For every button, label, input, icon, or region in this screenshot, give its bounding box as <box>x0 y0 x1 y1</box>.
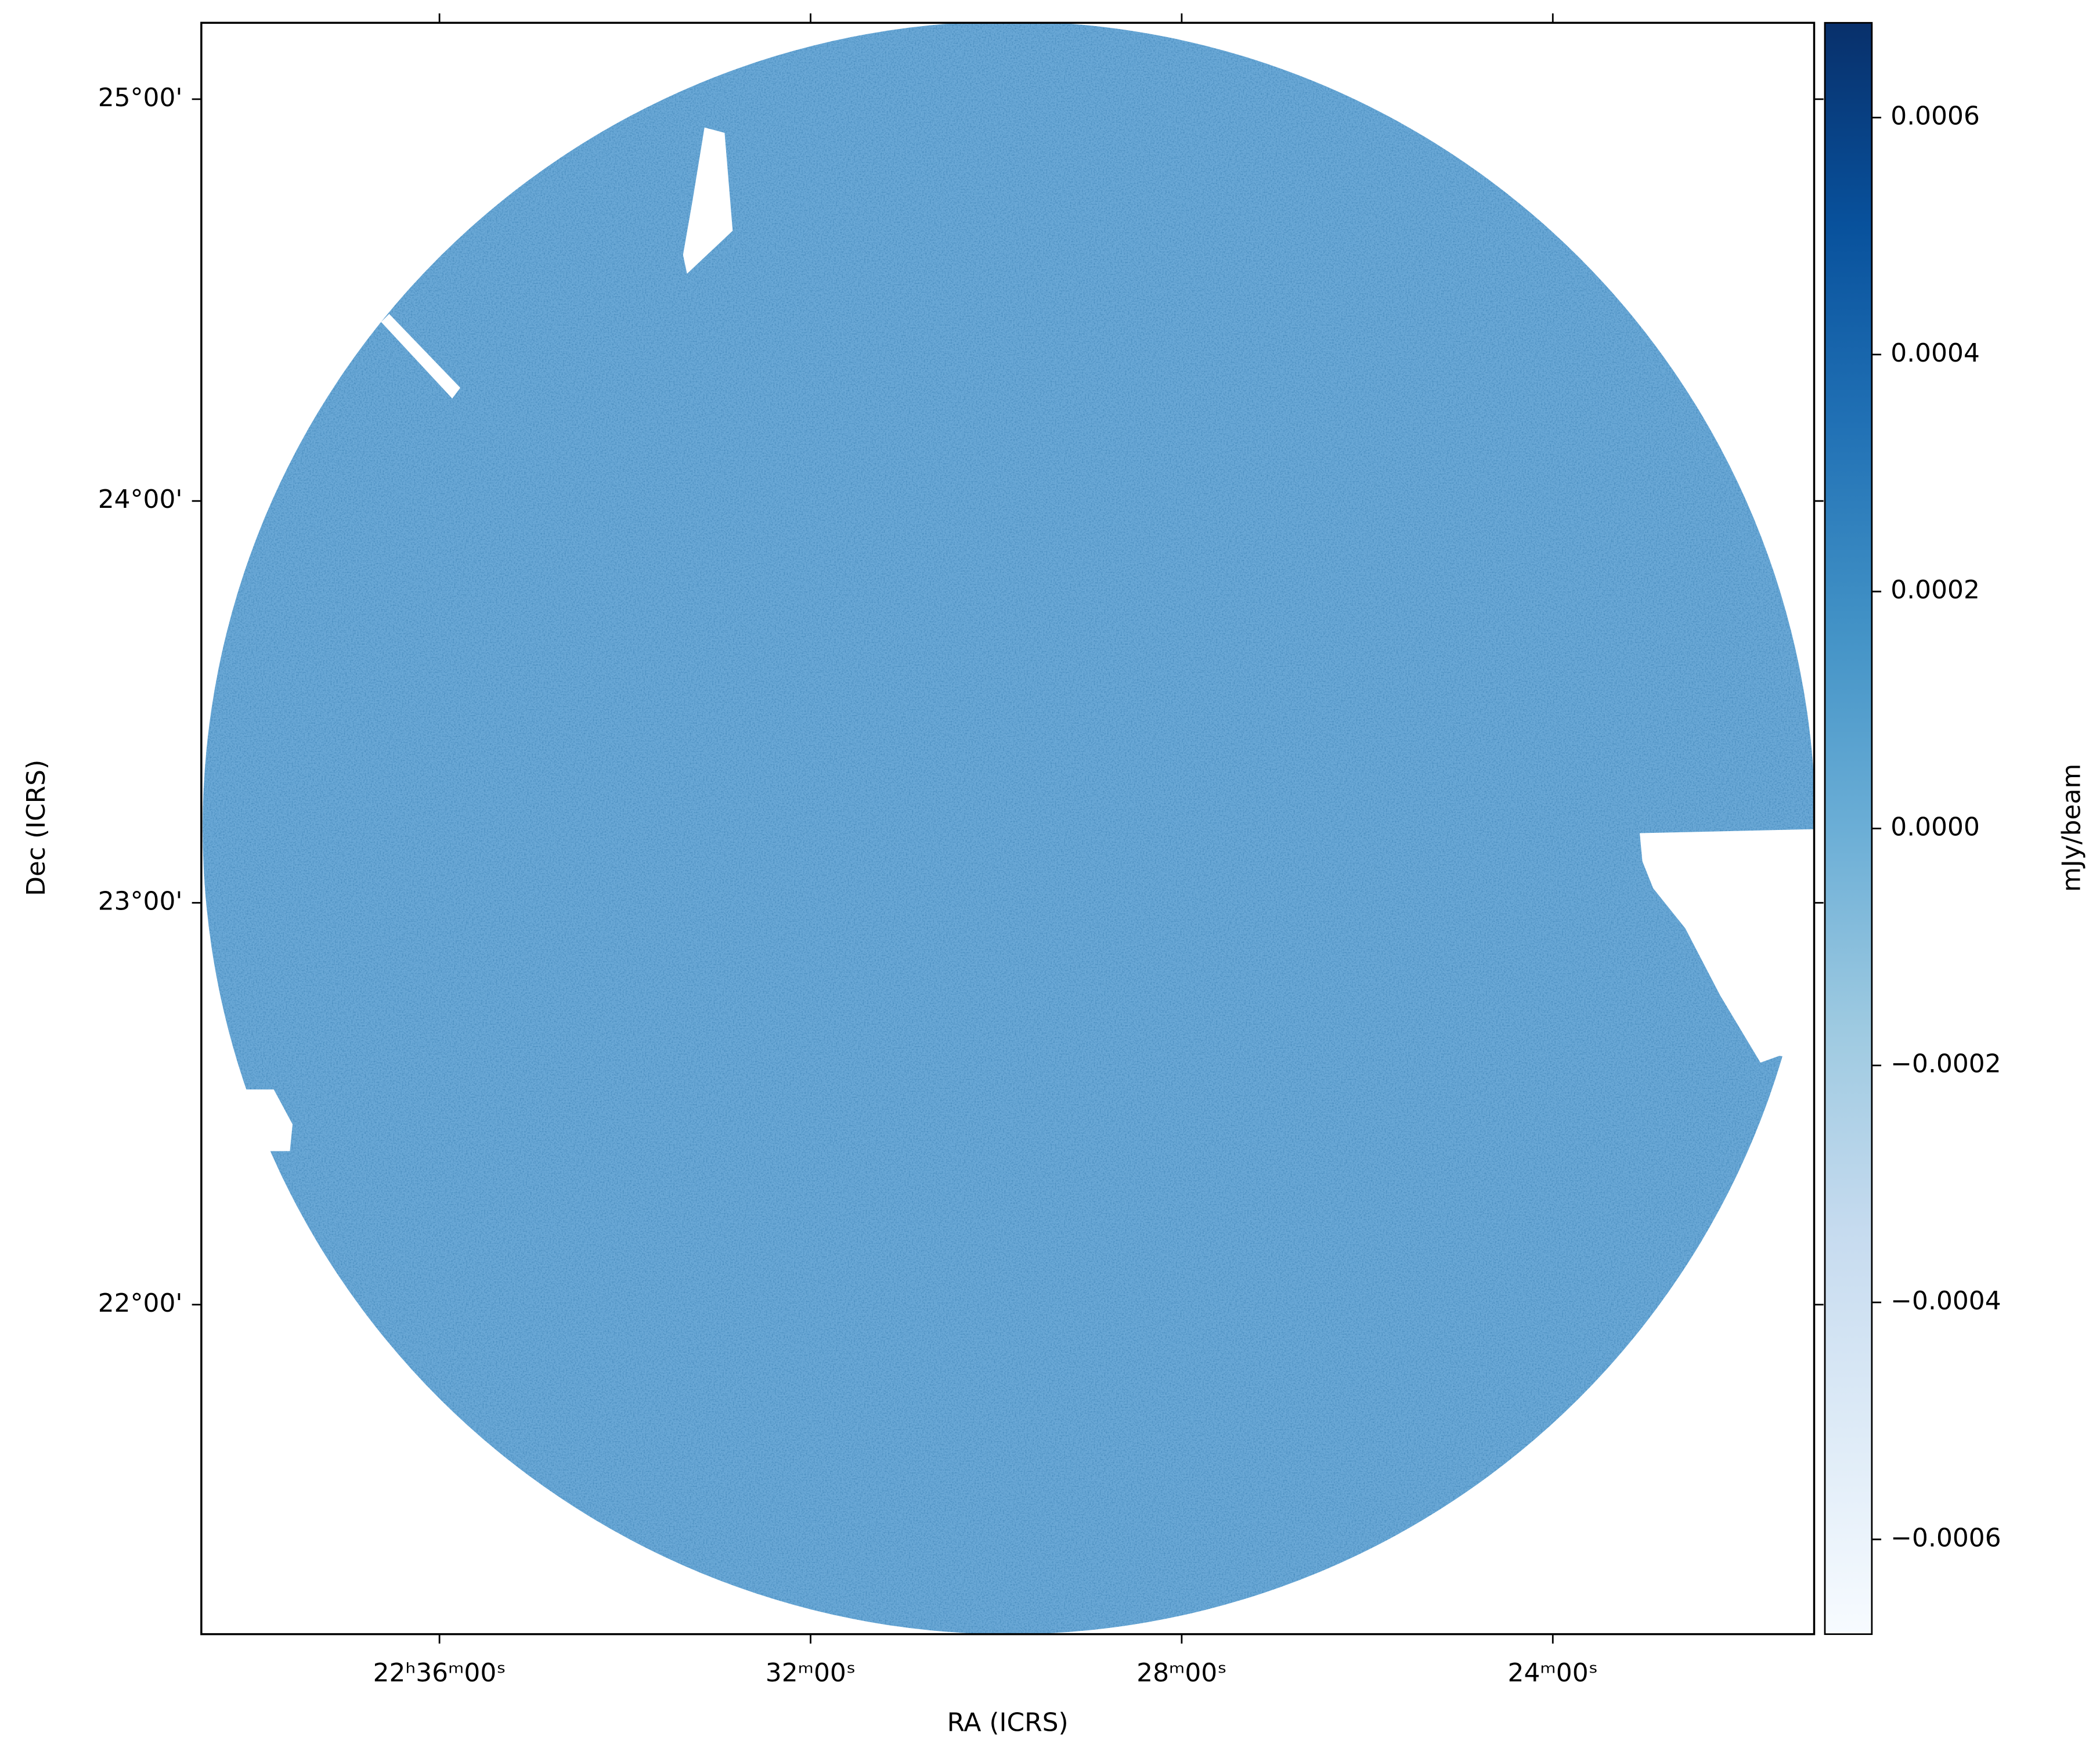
mask <box>1639 829 1814 1063</box>
colorbar-tick-label: 0.0006 <box>1890 102 1980 131</box>
colorbar-tick-label: 0.0002 <box>1890 575 1980 605</box>
colorbar-tick-label: −0.0002 <box>1890 1049 2001 1079</box>
y-tick-label: 24°00' <box>98 485 183 514</box>
colorbar-label: mJy/beam <box>2057 764 2087 892</box>
colorbar-tick-label: 0.0004 <box>1890 338 1980 368</box>
x-axis-label: RA (ICRS) <box>947 1708 1069 1738</box>
y-tick-label: 22°00' <box>98 1288 183 1318</box>
colorbar <box>1824 21 1873 1636</box>
x-tick-label: 22ʰ36ᵐ00ˢ <box>373 1658 506 1688</box>
x-tick-label: 28ᵐ00ˢ <box>1136 1658 1226 1688</box>
sky-image <box>203 23 1814 1634</box>
plot-frame <box>200 21 1816 1636</box>
y-axis-label: Dec (ICRS) <box>21 760 51 896</box>
mask <box>381 313 461 399</box>
x-tick-label: 32ᵐ00ˢ <box>766 1658 856 1688</box>
field-noise <box>203 23 1814 1634</box>
colorbar-tick-label: 0.0000 <box>1890 812 1980 842</box>
colorbar-tick-label: −0.0006 <box>1890 1523 2001 1553</box>
y-tick-label: 25°00' <box>98 83 183 113</box>
y-tick-label: 23°00' <box>98 887 183 916</box>
colorbar-tick-label: −0.0004 <box>1890 1286 2001 1316</box>
mask <box>228 1089 293 1151</box>
x-tick-label: 24ᵐ00ˢ <box>1508 1658 1598 1688</box>
mask <box>683 127 733 274</box>
